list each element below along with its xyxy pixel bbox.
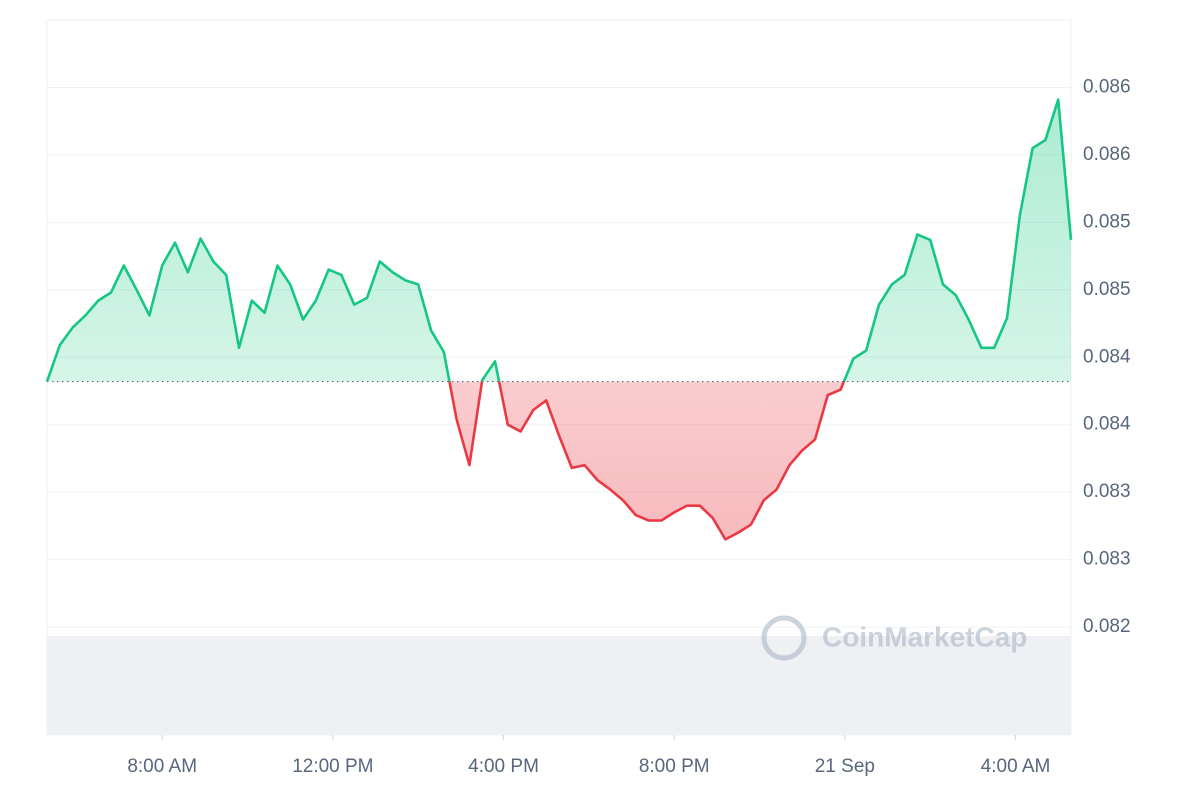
watermark-text: CoinMarketCap	[822, 621, 1027, 652]
y-tick-label: 0.084	[1083, 414, 1131, 435]
x-tick-label: 12:00 PM	[292, 756, 373, 777]
x-tick-label: 8:00 AM	[127, 756, 197, 777]
y-tick-label: 0.086	[1083, 76, 1131, 97]
watermark: CoinMarketCap	[761, 615, 1027, 661]
price-line-up	[45, 98, 1073, 382]
area-down	[47, 381, 844, 540]
y-tick-label: 0.082	[1083, 616, 1131, 637]
price-line-down	[46, 381, 846, 541]
watermark-logo	[761, 615, 807, 661]
y-tick-label: 0.084	[1083, 346, 1131, 367]
y-tick-label: 0.086	[1083, 144, 1131, 165]
x-tick-label: 8:00 PM	[639, 756, 710, 777]
volume-backdrop	[47, 636, 1071, 735]
area-up	[47, 99, 1071, 382]
y-tick-label: 0.083	[1083, 549, 1131, 570]
x-tick-label: 4:00 PM	[468, 756, 539, 777]
x-tick-label: 21 Sep	[815, 756, 875, 777]
y-tick-label: 0.085	[1083, 211, 1131, 232]
y-tick-label: 0.085	[1083, 279, 1131, 300]
x-tick-label: 4:00 AM	[981, 756, 1051, 777]
y-tick-label: 0.083	[1083, 481, 1131, 502]
